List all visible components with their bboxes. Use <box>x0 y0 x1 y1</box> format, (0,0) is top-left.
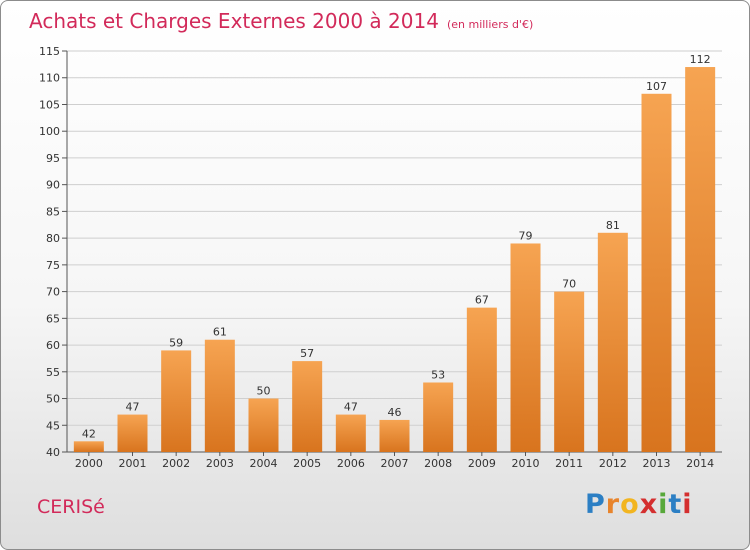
logo-letter: o <box>620 489 640 520</box>
x-tick-label: 2006 <box>337 457 365 470</box>
bar <box>248 398 279 452</box>
bar-value-label: 70 <box>562 278 576 291</box>
bar <box>335 414 366 452</box>
x-tick-label: 2001 <box>119 457 147 470</box>
y-tick-label: 85 <box>46 205 60 218</box>
logo-letter: t <box>668 489 683 520</box>
title-unit: (en milliers d'€) <box>446 18 534 31</box>
bar <box>597 232 628 452</box>
y-tick-label: 105 <box>39 98 60 111</box>
bar <box>466 307 497 452</box>
y-tick-label: 70 <box>46 286 60 299</box>
y-tick-label: 55 <box>46 366 60 379</box>
proxiti-logo: Proxiti <box>585 489 693 520</box>
x-tick-label: 2012 <box>599 457 627 470</box>
x-tick-label: 2010 <box>512 457 540 470</box>
x-tick-label: 2004 <box>250 457 278 470</box>
y-tick-label: 60 <box>46 339 60 352</box>
bar-value-label: 50 <box>257 385 271 398</box>
bar <box>73 441 104 452</box>
y-tick-label: 100 <box>39 125 60 138</box>
x-tick-label: 2013 <box>643 457 671 470</box>
commune-name: CERISé <box>37 496 105 518</box>
bar-value-label: 59 <box>169 336 183 349</box>
x-tick-label: 2002 <box>162 457 190 470</box>
title-text: Achats et Charges Externes 2000 à 2014 <box>29 9 439 33</box>
y-tick-label: 115 <box>39 45 60 58</box>
x-tick-label: 2014 <box>686 457 714 470</box>
bar <box>292 361 323 452</box>
bar <box>161 350 192 452</box>
logo-letter: P <box>585 489 606 520</box>
logo-letter: r <box>605 489 621 520</box>
y-tick-label: 40 <box>46 446 60 459</box>
x-tick-label: 2009 <box>468 457 496 470</box>
bar-value-label: 53 <box>431 368 445 381</box>
y-tick-label: 65 <box>46 312 60 325</box>
bar-value-label: 46 <box>388 406 402 419</box>
logo-letter: i <box>682 489 693 520</box>
x-tick-label: 2008 <box>424 457 452 470</box>
x-tick-label: 2011 <box>555 457 583 470</box>
bar <box>423 382 454 452</box>
y-tick-label: 50 <box>46 393 60 406</box>
bar <box>117 414 148 452</box>
bar <box>510 243 541 452</box>
y-tick-label: 90 <box>46 179 60 192</box>
bar-value-label: 47 <box>344 401 358 414</box>
y-tick-label: 110 <box>39 72 60 85</box>
y-tick-label: 45 <box>46 419 60 432</box>
chart-title: Achats et Charges Externes 2000 à 2014 (e… <box>29 9 533 33</box>
bar-value-label: 57 <box>300 347 314 360</box>
x-tick-label: 2005 <box>293 457 321 470</box>
logo-letter: i <box>658 489 669 520</box>
x-tick-label: 2003 <box>206 457 234 470</box>
y-tick-label: 75 <box>46 259 60 272</box>
bar <box>641 93 672 453</box>
bar-value-label: 79 <box>519 229 533 242</box>
bar-value-label: 107 <box>646 80 667 93</box>
bar <box>685 67 716 452</box>
y-tick-label: 80 <box>46 232 60 245</box>
bar-value-label: 61 <box>213 326 227 339</box>
y-tick-label: 95 <box>46 152 60 165</box>
logo-letter: x <box>639 489 659 520</box>
bar-value-label: 67 <box>475 294 489 307</box>
bar-value-label: 47 <box>126 401 140 414</box>
x-tick-label: 2007 <box>381 457 409 470</box>
bar-value-label: 42 <box>82 427 96 440</box>
bar <box>204 339 235 452</box>
bar <box>554 291 585 452</box>
bar-value-label: 112 <box>690 53 711 66</box>
bar-value-label: 81 <box>606 219 620 232</box>
x-tick-label: 2000 <box>75 457 103 470</box>
bar <box>379 419 410 452</box>
